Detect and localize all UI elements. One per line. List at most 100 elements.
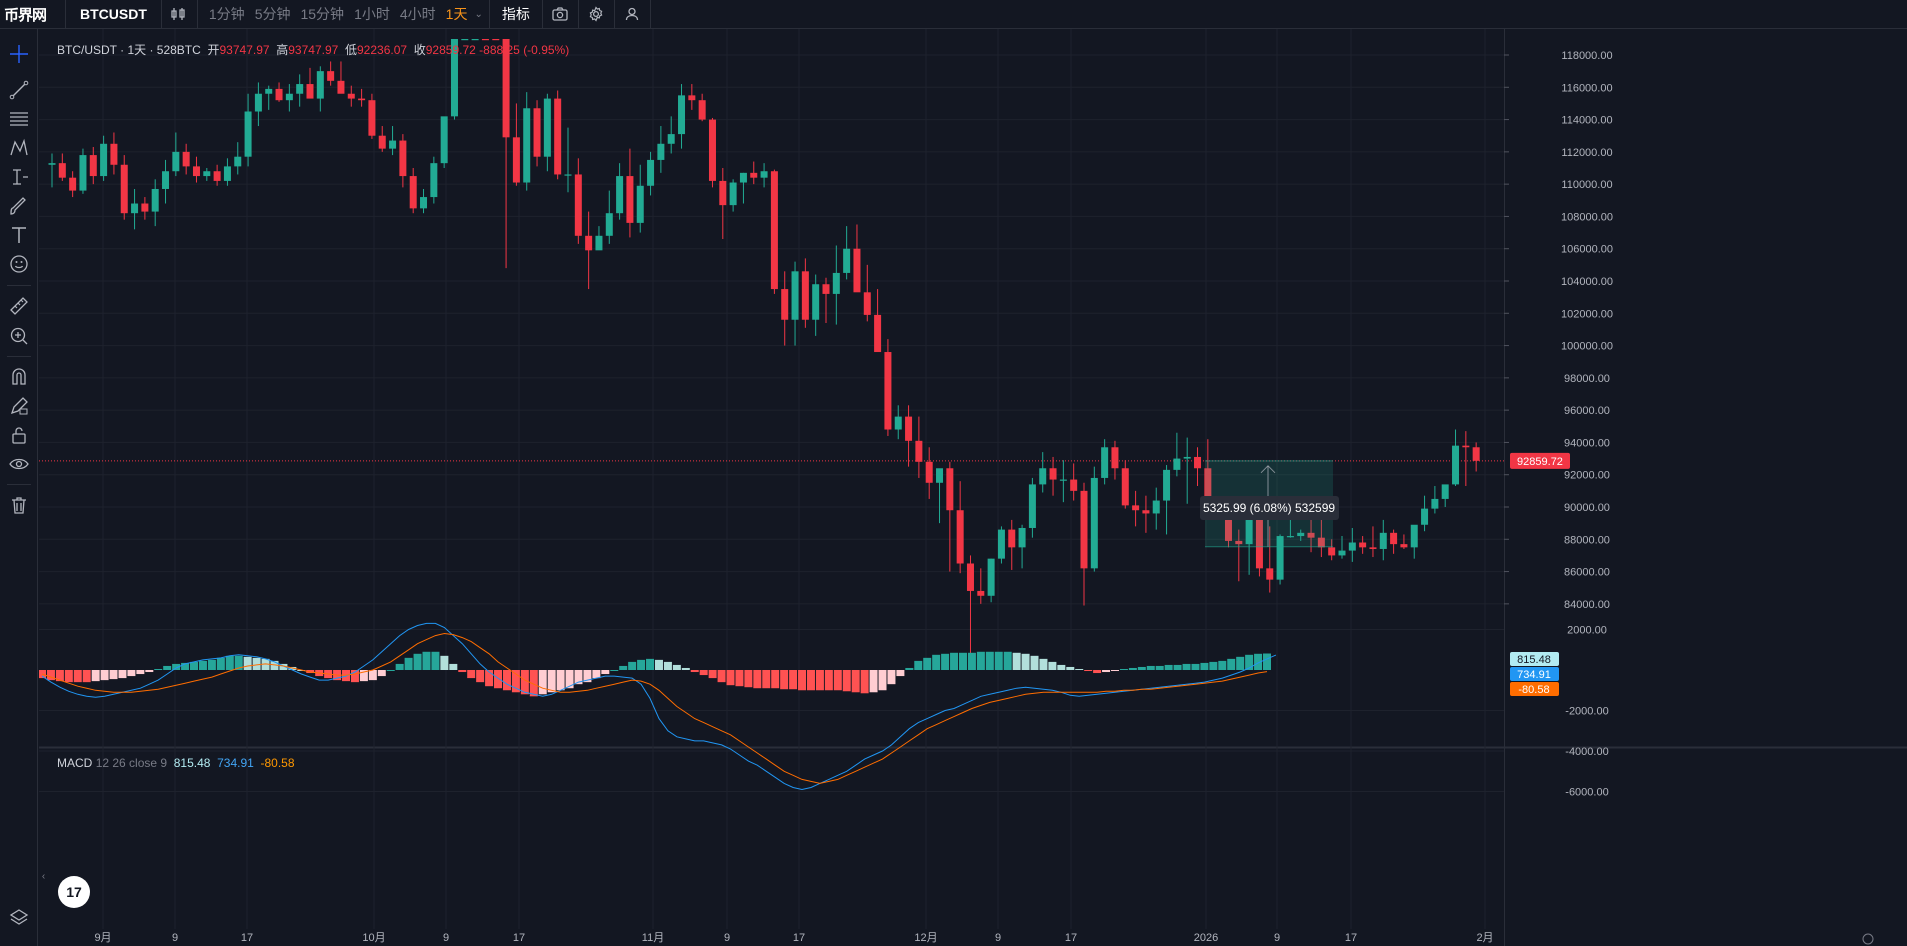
eye-icon[interactable]	[4, 449, 34, 479]
candle-body	[1008, 529, 1016, 548]
candle-body	[182, 151, 190, 167]
time-tick-label: 9	[724, 932, 730, 944]
interval-1m[interactable]: 1分钟	[208, 6, 245, 22]
candle-body	[502, 39, 510, 138]
macd-histogram-bar	[744, 670, 753, 688]
user-icon[interactable]	[615, 0, 651, 29]
lock-pencil-icon[interactable]	[4, 391, 34, 421]
macd-histogram-bar	[154, 668, 163, 670]
macd-histogram-bar	[377, 670, 386, 677]
candle-body	[1070, 479, 1078, 491]
price-tick-label: 88000.00	[1564, 534, 1610, 546]
chevron-down-icon[interactable]: ⌄	[474, 8, 483, 20]
candle-body	[1132, 505, 1140, 511]
settings-gear-icon[interactable]	[579, 0, 615, 29]
macd-histogram-bar	[690, 670, 699, 673]
macd-histogram-bar	[404, 657, 413, 670]
axis-settings-icon[interactable]	[1862, 933, 1874, 945]
macd-histogram-bar	[789, 670, 798, 690]
tradingview-logo[interactable]: 17	[58, 876, 90, 908]
macd-histogram-bar	[610, 670, 619, 671]
compare-icon[interactable]	[162, 0, 198, 29]
time-tick-label: 9	[172, 932, 178, 944]
macd-histogram-bar	[172, 663, 181, 670]
candle-body	[492, 39, 500, 41]
interval-1h[interactable]: 1小时	[354, 6, 390, 22]
macd-histogram-bar	[976, 651, 985, 670]
macd-histogram-bar	[887, 670, 896, 685]
interval-4h[interactable]: 4小时	[399, 6, 436, 22]
ruler-icon[interactable]	[4, 291, 34, 321]
candle-body	[1297, 532, 1305, 537]
collapse-toolbar-icon[interactable]: ‹	[41, 870, 46, 882]
candle-body	[337, 80, 345, 94]
macd-histogram-bar	[458, 670, 467, 673]
macd-tick-label: 2000.00	[1567, 625, 1607, 637]
candle-body	[698, 100, 706, 120]
time-tick-label: 10月	[362, 932, 385, 944]
macd-signal-value-badge	[1510, 682, 1559, 696]
unlock-icon[interactable]	[4, 420, 34, 450]
candle-body	[192, 166, 200, 177]
candle-body	[254, 93, 262, 112]
macd-histogram-bar	[1102, 670, 1111, 673]
top-toolbar: 币界网 BTCUSDT 1分钟 5分钟 15分钟 1小时 4小时 1天 ⌄ 指标	[0, 0, 1907, 29]
indicators-button[interactable]: 指标	[490, 0, 543, 29]
macd-histogram-bar	[368, 670, 377, 681]
candle-body	[275, 88, 283, 101]
text-icon[interactable]	[4, 220, 34, 250]
crosshair-icon[interactable]	[4, 39, 34, 69]
projection-icon[interactable]	[4, 162, 34, 192]
trend-line-icon[interactable]	[4, 75, 34, 105]
candle-body	[956, 510, 964, 564]
interval-1d[interactable]: 1天	[445, 6, 468, 22]
candle-body	[1421, 508, 1429, 525]
macd-histogram-bar	[708, 670, 717, 679]
interval-15m[interactable]: 15分钟	[300, 6, 345, 22]
trash-icon[interactable]	[4, 490, 34, 520]
time-tick-label: 17	[513, 932, 525, 944]
macd-histogram-bar	[46, 670, 55, 681]
signal-line	[41, 632, 1268, 784]
emoji-icon[interactable]	[4, 249, 34, 279]
macd-histogram-bar	[1048, 661, 1057, 670]
macd-histogram-bar	[637, 659, 646, 670]
brush-icon[interactable]	[4, 191, 34, 221]
price-tick-label: 110000.00	[1561, 179, 1612, 191]
interval-5m[interactable]: 5分钟	[254, 6, 291, 22]
macd-histogram-bar	[547, 670, 556, 693]
magnet-icon[interactable]	[4, 362, 34, 392]
measure-tooltip-label: 5325.99 (6.08%) 532599	[1203, 501, 1335, 515]
candle-body	[1194, 456, 1202, 469]
site-logo[interactable]: 币界网	[0, 0, 66, 29]
macd-histogram-bar	[601, 670, 610, 675]
candle-body	[420, 197, 428, 209]
layers-icon[interactable]	[4, 903, 34, 933]
macd-histogram-bar	[1003, 651, 1012, 670]
price-chart[interactable]: 5325.99 (6.08%) 532599 118000.00 116000.0…	[39, 29, 1907, 946]
symbol-selector[interactable]: BTCUSDT	[66, 0, 162, 29]
camera-icon[interactable]	[543, 0, 579, 29]
candle-body	[389, 140, 397, 149]
candle-body	[595, 235, 603, 251]
chart-grid	[39, 29, 1907, 946]
macd-histogram-bar	[923, 657, 932, 670]
macd-histogram-bar	[1119, 668, 1128, 670]
macd-histogram-bar	[91, 670, 100, 682]
candle-body	[1255, 519, 1263, 569]
last-price-label: 92859.72	[1517, 456, 1563, 468]
macd-histogram-bar	[905, 667, 914, 670]
candle-body	[120, 164, 128, 214]
candle-body	[977, 590, 985, 596]
macd-histogram-bar	[1173, 664, 1182, 670]
macd-line	[41, 622, 1277, 791]
candle-body	[223, 166, 231, 181]
pattern-icon[interactable]	[4, 133, 34, 163]
macd-hist-value-badge	[1510, 652, 1559, 666]
zoom-in-icon[interactable]	[4, 321, 34, 351]
candle-body	[1317, 537, 1325, 548]
candle-body	[554, 98, 562, 175]
horizontal-lines-icon[interactable]	[4, 104, 34, 134]
candle-body	[141, 203, 149, 212]
candle-body	[327, 71, 335, 81]
